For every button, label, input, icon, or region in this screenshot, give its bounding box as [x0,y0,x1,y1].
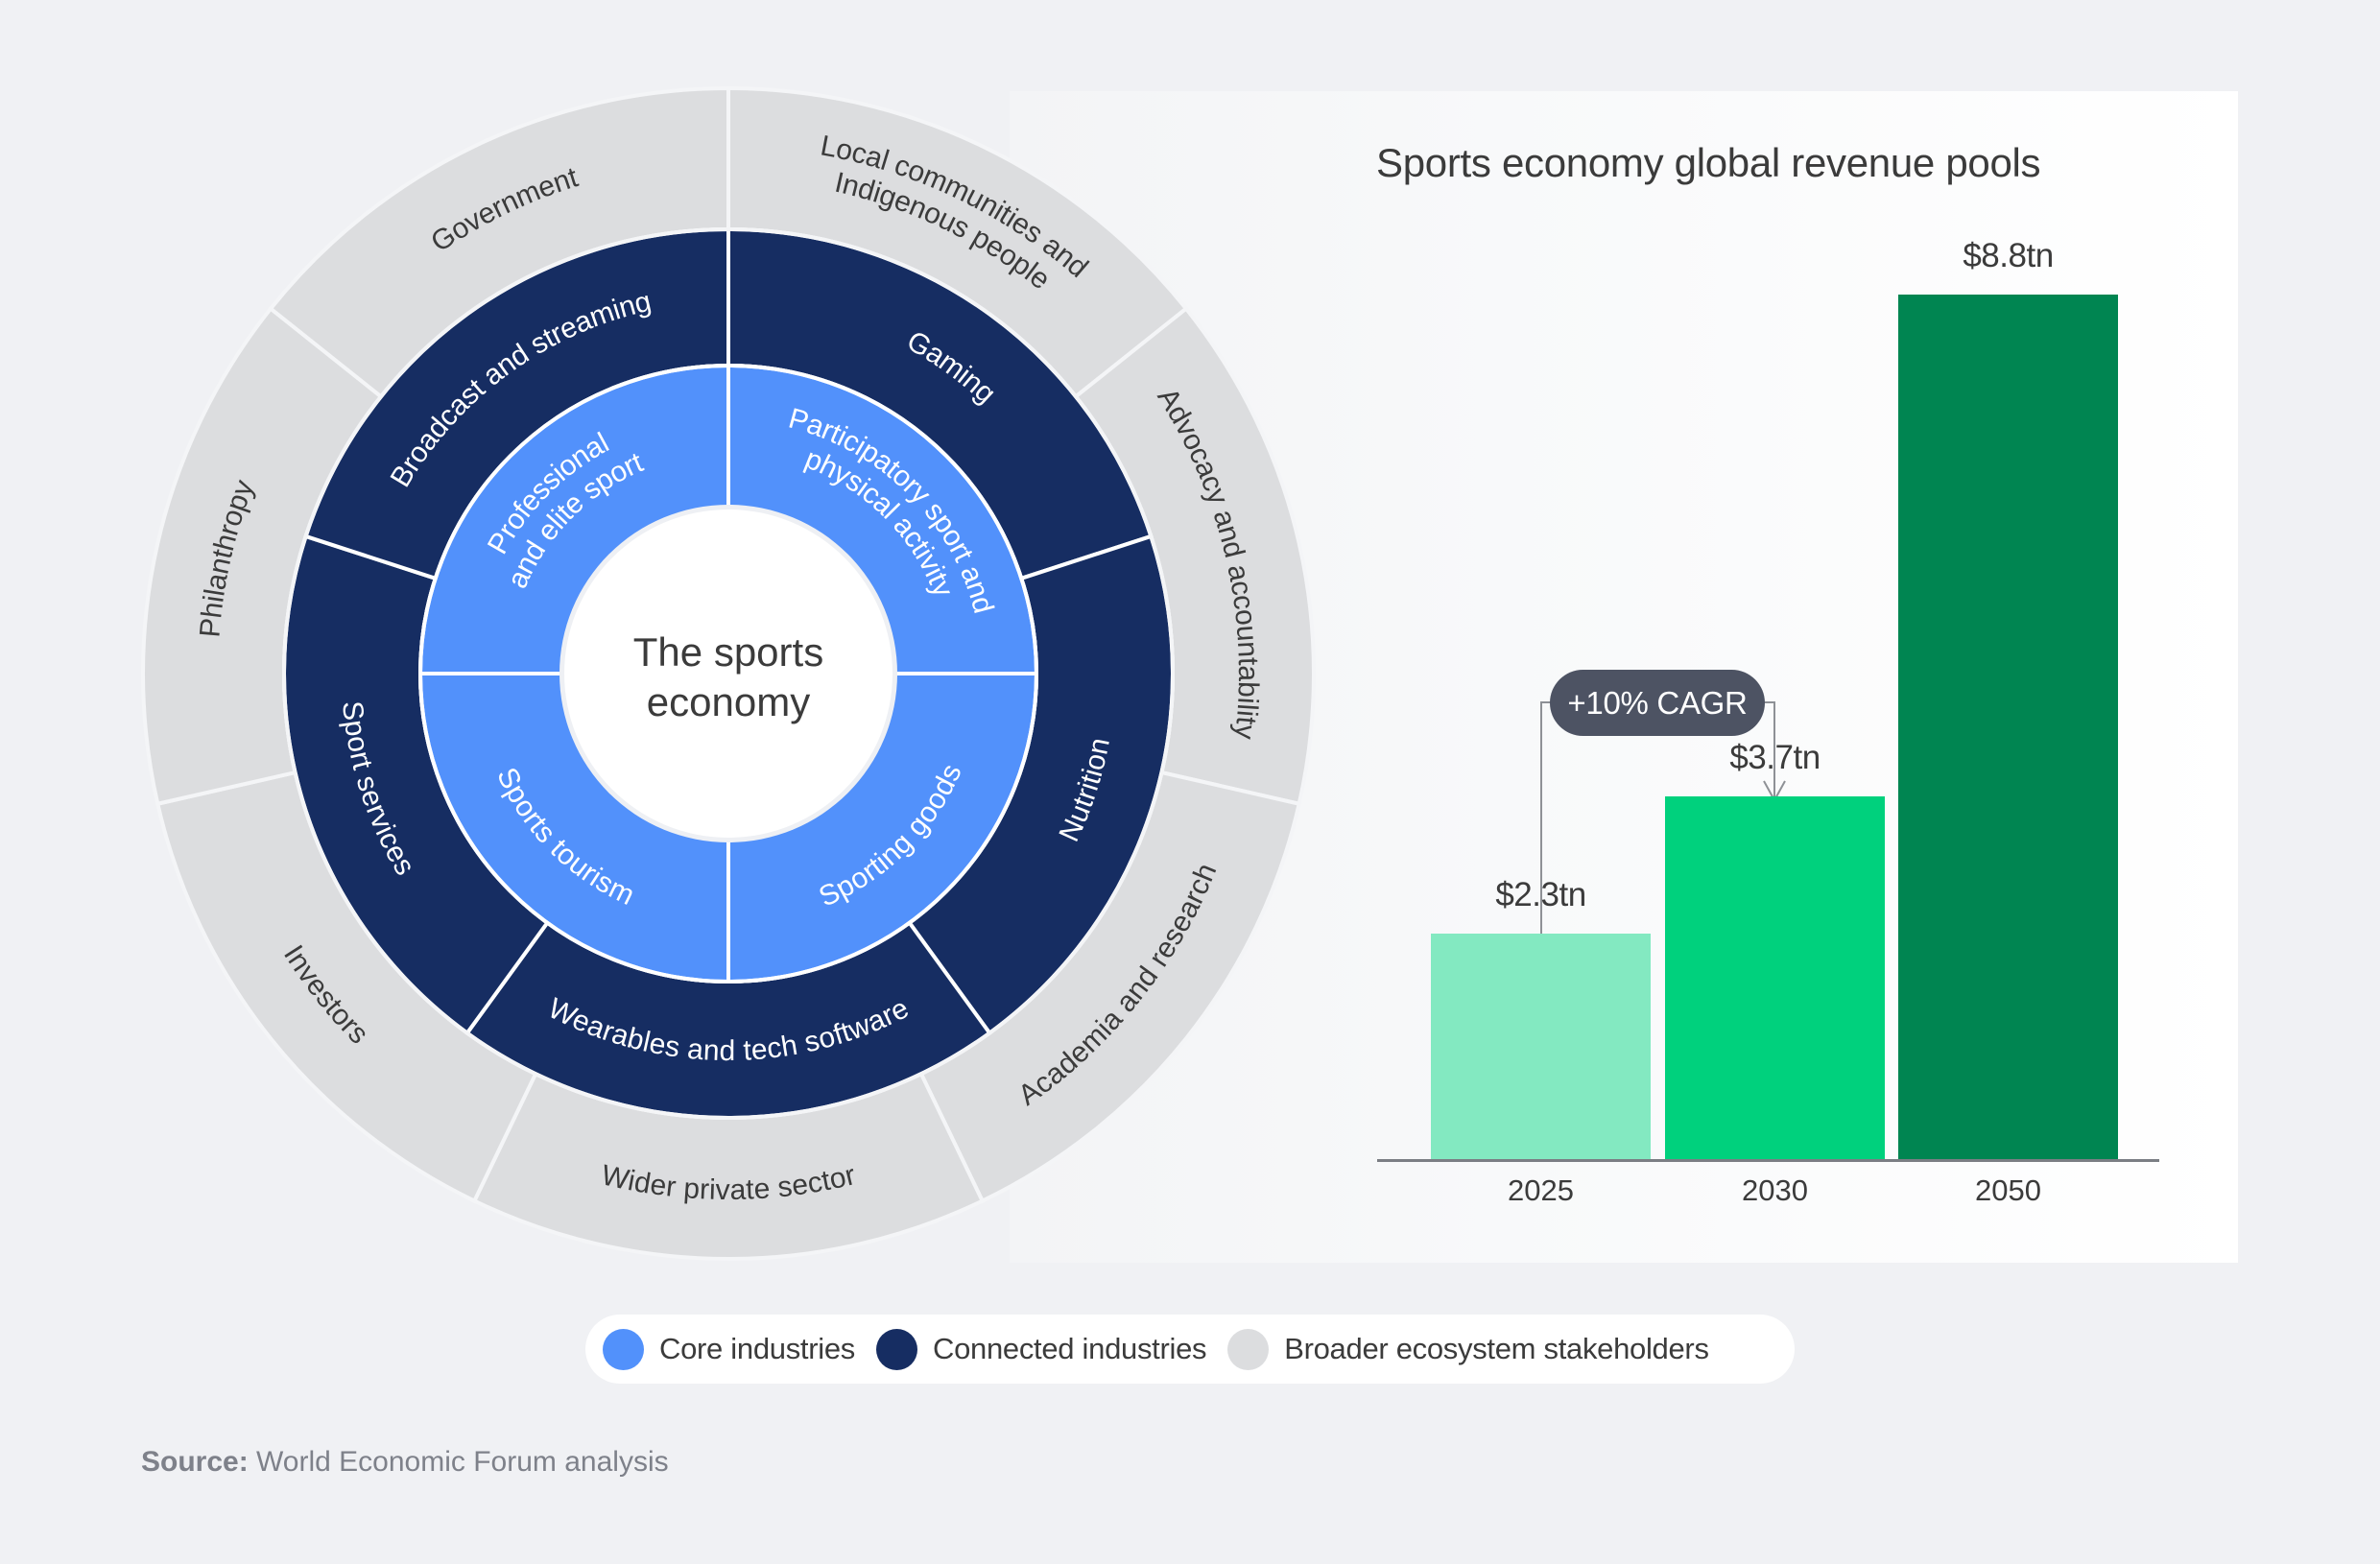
bar-2050 [1898,295,2118,1160]
x-tick-label-2025: 2025 [1508,1173,1574,1207]
cagr-connector-left-tick [1540,701,1552,703]
x-tick-label-2050: 2050 [1975,1173,2041,1207]
bar-value-label-2025: $2.3tn [1495,876,1586,914]
legend-item-broader: Broader ecosystem stakeholders [1227,1328,1709,1370]
x-axis-line [1377,1159,2159,1162]
source-note: Source: World Economic Forum analysis [141,1446,669,1479]
center-hub: The sports economy [559,505,897,842]
bar-2030 [1665,795,1885,1160]
source-text: World Economic Forum analysis [248,1446,669,1478]
legend-label-broader: Broader ecosystem stakeholders [1284,1332,1709,1365]
bar-value-label-2050: $8.8tn [1963,237,2054,274]
legend-label-core: Core industries [659,1332,855,1365]
bar-value-label-2030: $3.7tn [1729,738,1821,776]
legend-label-connected: Connected industries [932,1332,1207,1365]
ring-divider [282,227,1175,1120]
cagr-connector-right [1773,701,1775,799]
center-label-line2: economy [647,679,810,724]
ring-divider [418,364,1038,983]
legend-item-core: Core industries [603,1328,855,1370]
legend-dot-connected-icon [875,1328,917,1370]
legend-dot-core-icon [603,1328,644,1370]
cagr-badge: +10% CAGR [1550,670,1765,736]
x-tick-label-2030: 2030 [1742,1173,1808,1207]
source-label: Source: [141,1446,249,1478]
chart-title: Sports economy global revenue pools [1376,140,2041,185]
legend: Core industries Connected industries Bro… [585,1315,1795,1384]
bar-2025 [1431,934,1651,1160]
cagr-connector-left [1540,702,1542,1029]
center-label-line1: The sports [633,629,823,675]
legend-item-connected: Connected industries [875,1328,1207,1370]
cagr-connector-right-tick [1763,701,1775,703]
legend-dot-broader-icon [1227,1328,1270,1370]
